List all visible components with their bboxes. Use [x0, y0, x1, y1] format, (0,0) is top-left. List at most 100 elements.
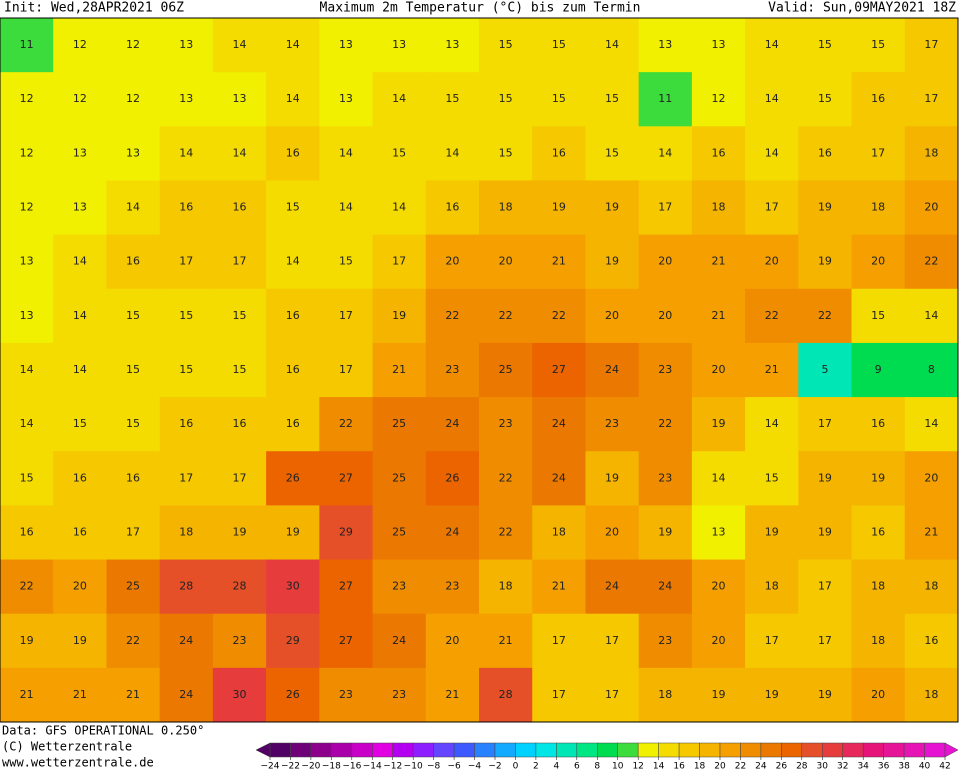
colorbar-segment	[331, 742, 353, 758]
temperature-label: 25	[392, 417, 406, 430]
temperature-cell	[106, 234, 161, 290]
temperature-cell	[372, 180, 427, 236]
colorbar-label: 38	[898, 762, 910, 772]
temperature-cell	[798, 559, 853, 615]
temperature-label: 19	[286, 525, 300, 538]
temperature-cell	[266, 126, 320, 181]
temperature-label: 20	[499, 255, 513, 268]
temperature-label: 14	[339, 201, 353, 214]
colorbar-segment	[760, 742, 782, 758]
temperature-cell	[319, 72, 374, 127]
temperature-label: 17	[605, 634, 619, 647]
temperature-cell	[691, 451, 746, 506]
temperature-cell	[479, 288, 533, 344]
temperature-label: 14	[339, 146, 353, 159]
temperature-label: 29	[286, 634, 300, 647]
temperature-label: 15	[233, 363, 247, 376]
colorbar-label: −10	[404, 762, 423, 772]
temperature-label: 19	[712, 417, 726, 430]
temperature-label: 22	[20, 580, 34, 593]
temperature-label: 15	[605, 92, 619, 105]
temperature-label: 20	[765, 255, 779, 268]
temperature-label: 27	[552, 363, 566, 376]
temperature-cell	[904, 342, 959, 398]
colorbar-segment	[637, 742, 659, 758]
temperature-label: 22	[499, 309, 513, 322]
temperature-label: 25	[392, 525, 406, 538]
temperature-cell	[266, 559, 320, 615]
temperature-label: 21	[73, 688, 87, 701]
temperature-label: 24	[445, 417, 459, 430]
colorbar-segment	[453, 742, 475, 758]
temperature-label: 14	[765, 92, 779, 105]
temperature-label: 17	[818, 417, 832, 430]
temperature-cell	[851, 667, 906, 723]
temperature-label: 14	[605, 38, 619, 51]
map-frame	[0, 17, 959, 723]
temperature-cell	[212, 288, 267, 344]
temperature-cell	[425, 342, 480, 398]
temperature-cell	[798, 505, 853, 561]
temperature-cell	[266, 667, 320, 723]
temperature-cell	[159, 505, 214, 561]
temperature-label: 13	[179, 38, 193, 51]
temperature-cell	[425, 559, 480, 615]
temperature-cell	[212, 72, 267, 127]
temperature-cell	[266, 180, 320, 236]
temperature-cell	[691, 288, 746, 344]
temperature-label: 15	[339, 255, 353, 268]
temperature-label: 27	[339, 471, 353, 484]
temperature-cell	[319, 451, 374, 506]
temperature-label: 27	[339, 580, 353, 593]
temperature-label: 28	[233, 580, 247, 593]
temperature-label: 19	[20, 634, 34, 647]
temperature-label: 21	[765, 363, 779, 376]
temperature-label: 22	[499, 471, 513, 484]
temperature-label: 18	[499, 201, 513, 214]
temperature-cell	[159, 288, 214, 344]
temperature-cell	[798, 397, 853, 452]
colorbar-label: 34	[857, 762, 869, 772]
temperature-cell	[319, 559, 374, 615]
temperature-label: 15	[392, 146, 406, 159]
temperature-cell	[479, 667, 533, 723]
temperature-cell	[904, 559, 959, 615]
temperature-cell	[106, 667, 161, 723]
temperature-label: 30	[233, 688, 247, 701]
temperature-cell	[159, 180, 214, 236]
temperature-cell	[266, 613, 320, 669]
temperature-label: 16	[233, 201, 247, 214]
temperature-label: 15	[126, 363, 140, 376]
temperature-label: 15	[818, 38, 832, 51]
colorbar-arrow-right	[944, 742, 959, 758]
temperature-label: 23	[339, 688, 353, 701]
temperature-label: 16	[126, 471, 140, 484]
temperature-label: 25	[126, 580, 140, 593]
temperature-cell	[904, 667, 959, 723]
temperature-label: 20	[605, 309, 619, 322]
temperature-label: 23	[658, 471, 672, 484]
temperature-cell	[479, 72, 533, 127]
temperature-cell	[159, 126, 214, 181]
temperature-cell	[319, 667, 374, 723]
colorbar-label: −16	[342, 762, 361, 772]
temperature-label: 14	[765, 146, 779, 159]
temperature-cell	[0, 234, 54, 290]
temperature-cell	[106, 72, 161, 127]
temperature-cell	[53, 505, 107, 561]
temperature-label: 22	[552, 309, 566, 322]
colorbar-label: 8	[594, 762, 600, 772]
temperature-label: 15	[445, 92, 459, 105]
colorbar-segment	[658, 742, 680, 758]
temperature-cell	[745, 505, 799, 561]
temperature-label: 16	[286, 146, 300, 159]
temperature-cell	[319, 288, 374, 344]
colorbar-segment	[535, 742, 557, 758]
temperature-label: 12	[20, 201, 34, 214]
temperature-cell	[798, 613, 853, 669]
colorbar-label: 40	[919, 762, 931, 772]
temperature-label: 19	[605, 471, 619, 484]
temperature-label: 17	[552, 634, 566, 647]
temperature-cell	[212, 451, 267, 506]
colorbar-segment	[903, 742, 925, 758]
